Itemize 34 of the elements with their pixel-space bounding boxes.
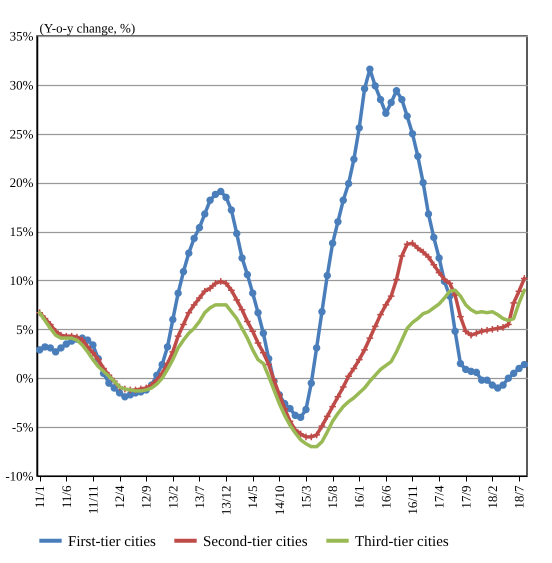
x-tick-label: 13/12 — [218, 486, 234, 516]
x-tick-label: 11/6 — [58, 485, 74, 508]
x-tick-label: 14/10 — [272, 486, 287, 516]
x-tick-label: 18/7 — [512, 485, 527, 509]
y-tick-label: 35% — [10, 28, 34, 44]
y-tick-label: 10% — [10, 272, 34, 288]
x-tick-label: 11/11 — [85, 486, 100, 514]
x-tick-label: 17/9 — [458, 486, 474, 509]
y-tick-label: 30% — [10, 77, 34, 92]
y-tick-label: -5% — [12, 420, 34, 435]
y-tick-label: 25% — [10, 126, 34, 142]
x-tick-label: 12/9 — [138, 486, 154, 509]
y-tick-label: 20% — [10, 175, 34, 190]
x-tick-label: 13/7 — [192, 485, 207, 509]
x-tick-label: 18/2 — [484, 486, 500, 509]
y-axis-title: (Y-o-y change, %) — [40, 20, 136, 36]
x-tick-label: 12/4 — [112, 485, 128, 509]
x-tick-label: 15/8 — [325, 486, 340, 509]
line-series — [38, 288, 526, 448]
x-tick-label: 15/3 — [298, 486, 314, 509]
x-tick-label: 16/11 — [404, 486, 420, 515]
x-tick-label: 13/2 — [165, 486, 180, 509]
y-tick-label: 5% — [16, 322, 34, 337]
y-tick-label: 15% — [10, 224, 34, 240]
y-tick-label: 0% — [16, 370, 34, 386]
x-tick-label: 16/6 — [378, 485, 394, 509]
legend-label: Second-tier cities — [203, 534, 308, 550]
x-tick-label: 17/4 — [432, 485, 447, 509]
legend-label: Third-tier cities — [355, 534, 449, 550]
x-tick-label: 11/1 — [32, 486, 48, 508]
x-tick-label: 14/5 — [245, 486, 260, 509]
y-tick-label: -10% — [5, 468, 34, 484]
legend-label: First-tier cities — [68, 534, 156, 550]
x-tick-label: 16/1 — [352, 486, 367, 509]
